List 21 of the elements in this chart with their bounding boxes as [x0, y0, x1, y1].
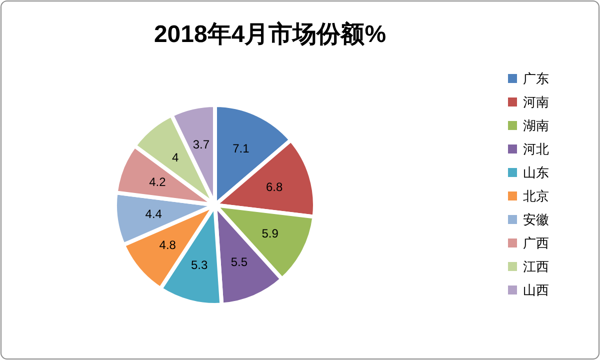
legend-label: 江西 [523, 259, 549, 274]
chart-title: 2018年4月市场份额% [154, 21, 386, 48]
legend-label: 河北 [523, 142, 549, 156]
data-label: 5.5 [230, 255, 248, 270]
legend-label: 山西 [523, 282, 549, 298]
data-label: 3.7 [192, 138, 210, 152]
data-label: 5.3 [191, 258, 208, 272]
legend-label: 河南 [523, 94, 549, 110]
legend-label: 北京 [523, 188, 549, 204]
legend-label: 广东 [523, 71, 549, 86]
data-label: 4.4 [145, 206, 162, 221]
data-label: 7.1 [232, 142, 250, 156]
legend-label: 广西 [523, 236, 549, 250]
data-label: 4 [172, 150, 180, 164]
legend-label: 山东 [523, 165, 549, 180]
data-label: 4.2 [149, 175, 166, 190]
data-label: 6.8 [266, 180, 283, 194]
legend-label: 安徽 [523, 212, 549, 227]
data-label: 5.9 [262, 226, 279, 240]
data-label: 4.8 [159, 238, 176, 252]
legend-label: 湖南 [523, 118, 549, 133]
